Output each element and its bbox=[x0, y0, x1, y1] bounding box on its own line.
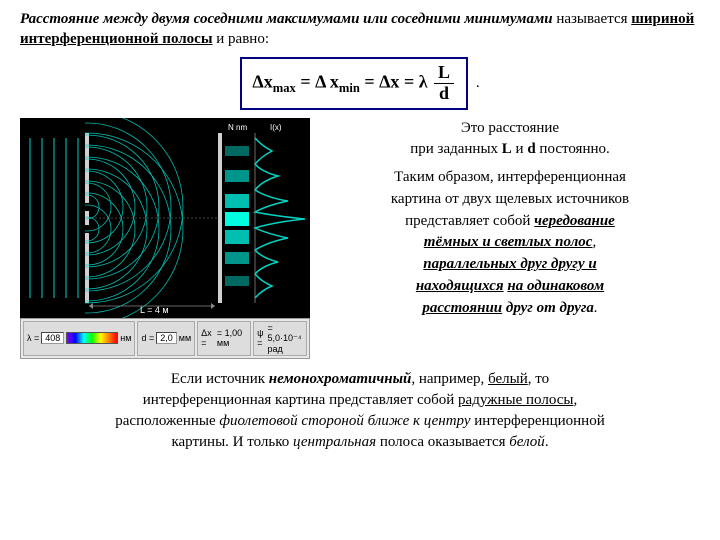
main-content-row: L = 4 м bbox=[20, 118, 700, 359]
simulation-controls: λ = 408 нм d = 2,0 мм Δx = = 1,00 мм ψ =… bbox=[20, 318, 310, 359]
term-alternation: чередование bbox=[534, 213, 615, 229]
svg-text:N nm: N nm bbox=[228, 123, 247, 132]
slit-distance-control[interactable]: d = 2,0 мм bbox=[137, 321, 195, 356]
fringe-width-readout: Δx = = 1,00 мм bbox=[197, 321, 251, 356]
term-rainbow: радужные полосы bbox=[458, 392, 573, 408]
formula-row: Δxmax = Δ xmin = Δx = λ L d . bbox=[20, 57, 700, 110]
header-text: Расстояние между двумя соседними максиму… bbox=[20, 10, 700, 49]
fraction: L d bbox=[434, 63, 454, 104]
simulation-panel: L = 4 м bbox=[20, 118, 310, 359]
wavelength-control[interactable]: λ = 408 нм bbox=[23, 321, 135, 356]
spectrum-bar[interactable] bbox=[66, 332, 118, 344]
simulation-canvas: L = 4 м bbox=[20, 118, 310, 318]
svg-text:L = 4 м: L = 4 м bbox=[140, 305, 169, 315]
description-text: Это расстояние при заданных L и d постоя… bbox=[320, 118, 700, 359]
footer-paragraph: Если источник немонохроматичный, наприме… bbox=[20, 369, 700, 453]
svg-text:I(x): I(x) bbox=[270, 123, 282, 132]
term-dark-light: тёмных и светлых полос bbox=[424, 234, 593, 250]
angle-readout: ψ = = 5,0·10⁻⁴ рад bbox=[253, 321, 307, 356]
term-parallel: параллельных друг другу и bbox=[423, 256, 596, 272]
header-emphasis: Расстояние между двумя соседними максиму… bbox=[20, 11, 553, 27]
formula-box: Δxmax = Δ xmin = Δx = λ L d bbox=[240, 57, 468, 110]
